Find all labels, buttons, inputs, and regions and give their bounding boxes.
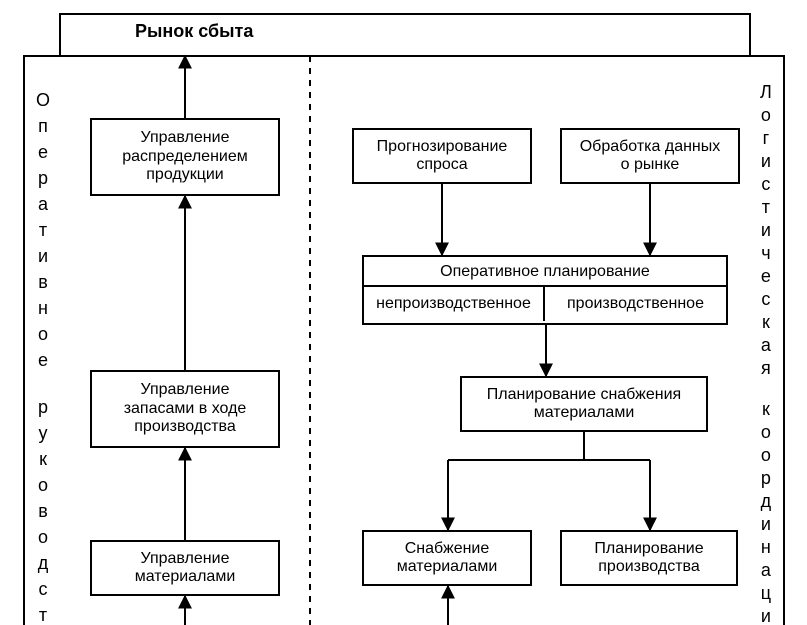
node-production-planning: Планированиепроизводства	[560, 530, 738, 586]
node-label: Управлениематериалами	[135, 550, 236, 587]
node-materials-supply: Снабжениематериалами	[362, 530, 532, 586]
node-label: Планированиепроизводства	[594, 540, 703, 577]
node-supply-planning: Планирование снабженияматериалами	[460, 376, 708, 432]
diagram-stage: Рынок сбыта Оперативное руководство Логи…	[0, 0, 807, 625]
node-operational-planning-title: Оперативное планирование	[364, 257, 726, 287]
node-label: Обработка данныхо рынке	[580, 138, 721, 175]
node-label: Прогнозированиеспроса	[377, 138, 508, 175]
node-stock-management: Управлениезапасами в ходепроизводства	[90, 370, 280, 448]
node-label: Снабжениематериалами	[397, 540, 498, 577]
node-op-planning-left: непроизводственное	[364, 287, 545, 321]
node-label: Управлениераспределениемпродукции	[122, 129, 248, 184]
node-label: Планирование снабженияматериалами	[487, 386, 681, 423]
left-vertical-label: Оперативное руководство	[36, 90, 50, 625]
node-label: Управлениезапасами в ходепроизводства	[124, 381, 247, 436]
node-operational-planning: Оперативное планирование непроизводствен…	[362, 255, 728, 325]
node-materials-management: Управлениематериалами	[90, 540, 280, 596]
node-market-data-processing: Обработка данныхо рынке	[560, 128, 740, 184]
node-demand-forecasting: Прогнозированиеспроса	[352, 128, 532, 184]
node-distribution-management: Управлениераспределениемпродукции	[90, 118, 280, 196]
node-op-planning-right: производственное	[545, 287, 726, 321]
diagram-title: Рынок сбыта	[135, 22, 253, 42]
right-vertical-label: Логистическая координация	[760, 82, 772, 625]
